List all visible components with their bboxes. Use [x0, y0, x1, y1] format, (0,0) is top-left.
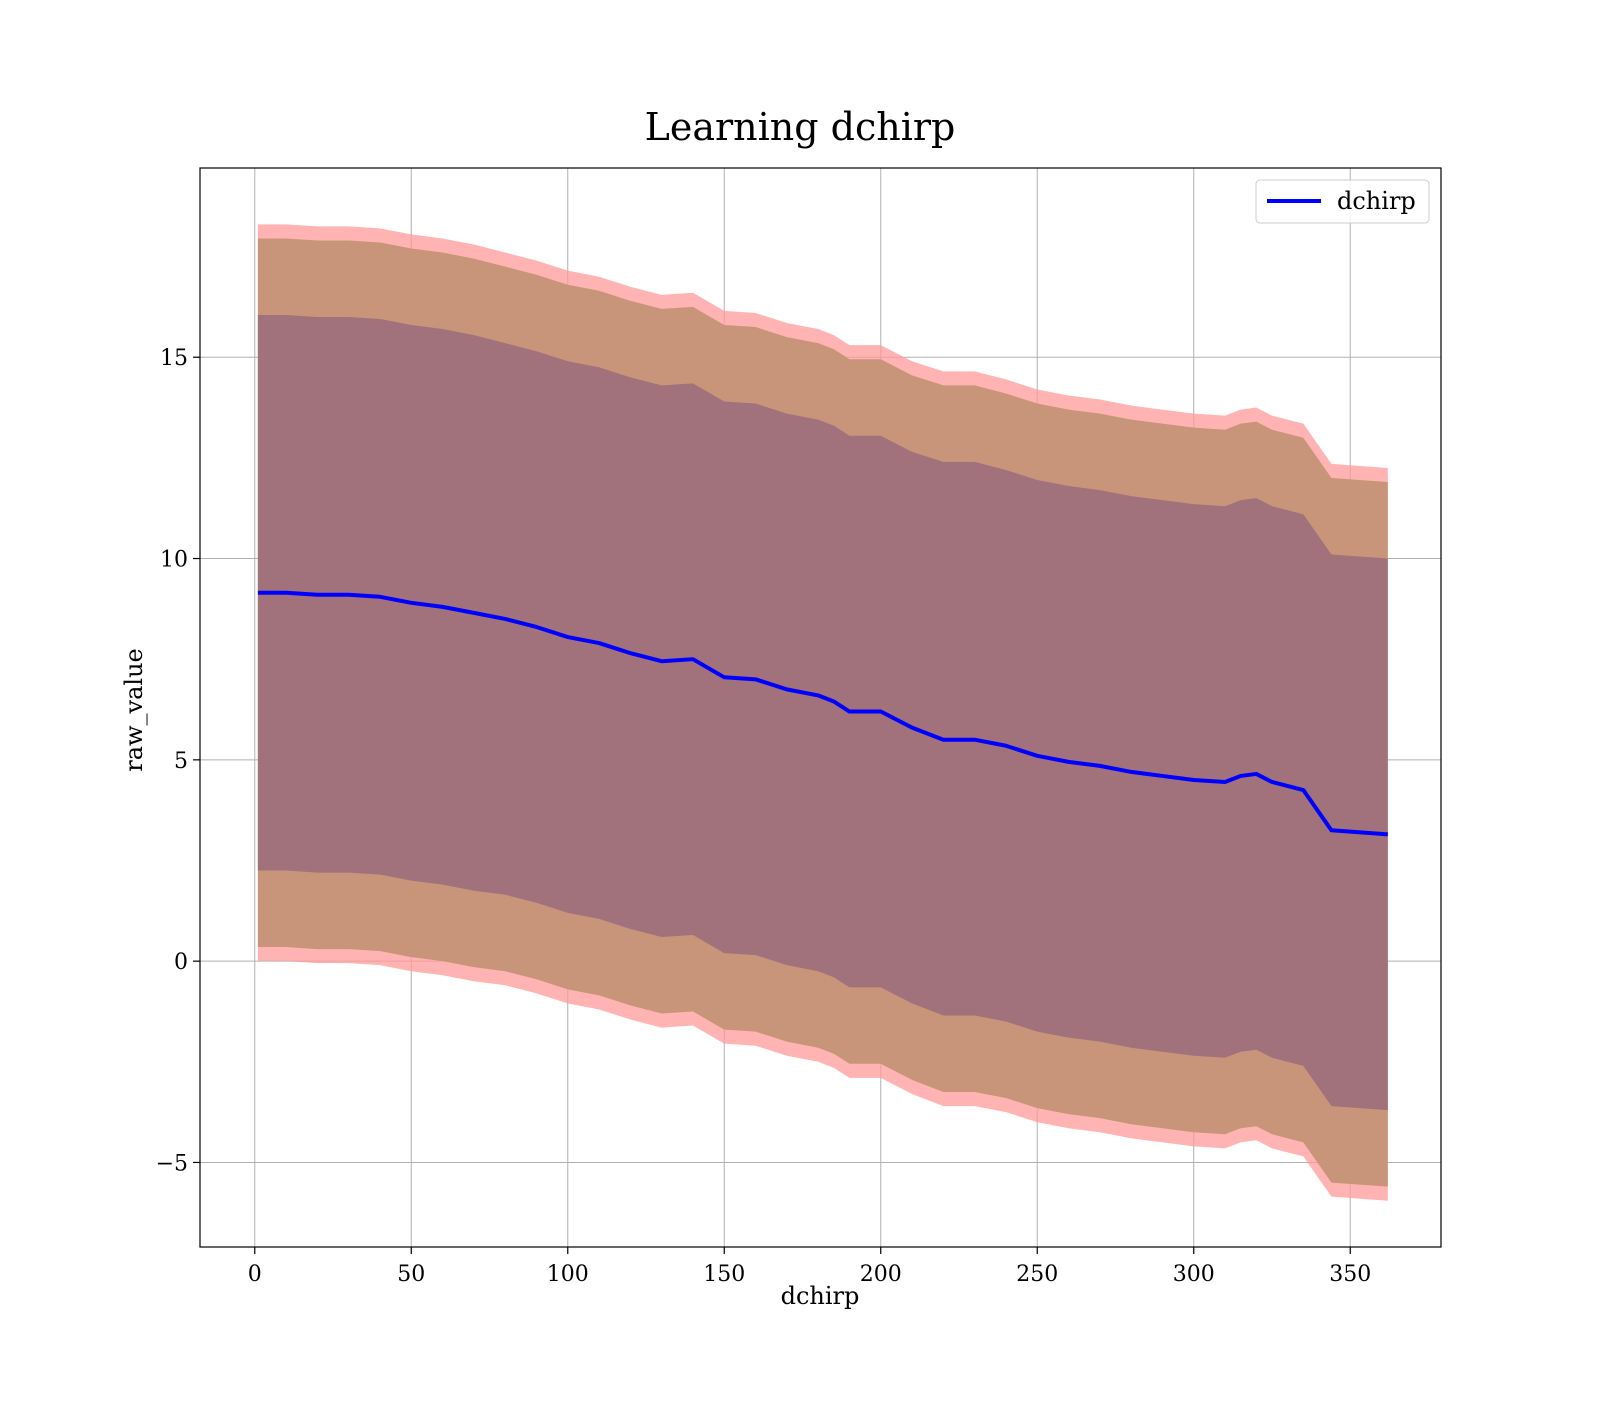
y-axis-ticks: −5 0 5 10 15 [156, 346, 200, 1176]
y-tick-label: 0 [174, 950, 188, 975]
chart-title: Learning dchirp [645, 105, 956, 149]
x-axis-label: dchirp [781, 1282, 860, 1310]
x-tick-label: 0 [248, 1262, 262, 1287]
legend-label-dchirp: dchirp [1337, 187, 1416, 215]
x-tick-label: 100 [547, 1262, 589, 1287]
area-band-1sigma [257, 314, 1388, 1111]
x-tick-label: 50 [397, 1262, 425, 1287]
line-dchirp [257, 590, 1388, 837]
x-axis-ticks: 0 50 100 150 200 250 300 350 [248, 1247, 1371, 1287]
x-tick-label: 250 [1016, 1262, 1058, 1287]
y-axis-label: raw_value [120, 648, 148, 772]
y-tick-label: 10 [160, 548, 188, 573]
y-tick-label: 15 [160, 346, 188, 371]
legend-box [1255, 179, 1430, 224]
confidence-bands [257, 224, 1388, 1201]
x-tick-label: 150 [703, 1262, 745, 1287]
x-tick-label: 200 [860, 1262, 902, 1287]
x-tick-label: 300 [1173, 1262, 1215, 1287]
legend: dchirp [1255, 179, 1430, 224]
plot-frame [199, 167, 1442, 1248]
y-tick-label: 5 [174, 749, 188, 774]
y-tick-label: −5 [156, 1151, 188, 1176]
mean-line-layer [257, 590, 1388, 837]
x-tick-label: 350 [1329, 1262, 1371, 1287]
